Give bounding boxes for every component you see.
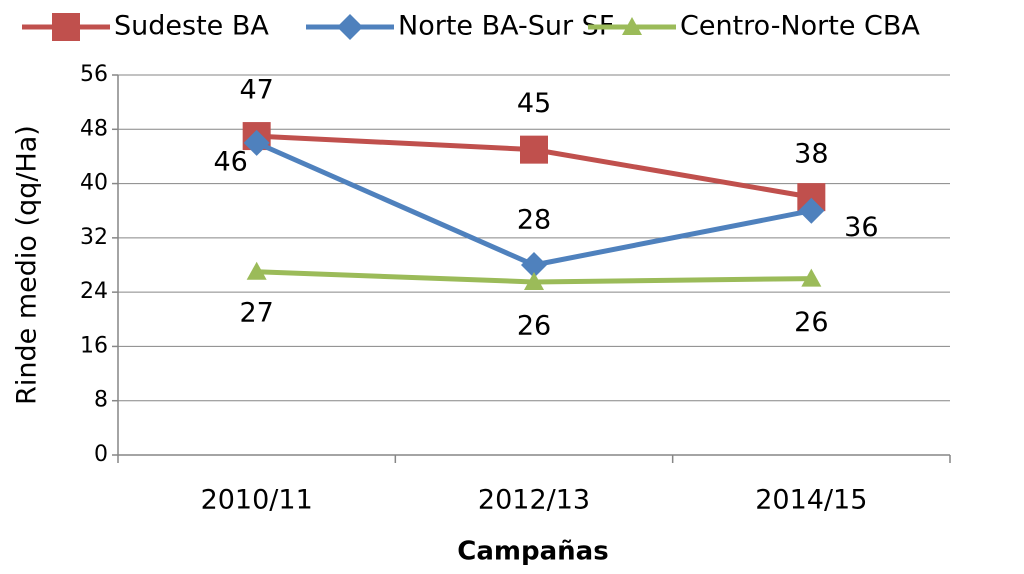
y-tick-label: 16 — [80, 333, 108, 358]
legend-marker — [52, 13, 80, 41]
data-point — [801, 268, 822, 287]
data-point — [798, 197, 825, 224]
data-point — [246, 261, 267, 280]
data-label: 45 — [517, 88, 551, 119]
legend-marker — [622, 17, 642, 35]
y-tick-label: 40 — [80, 171, 108, 196]
x-tick-label: 2012/13 — [478, 485, 590, 516]
data-label: 26 — [517, 310, 551, 341]
y-tick-label: 0 — [94, 442, 108, 467]
data-label: 36 — [844, 212, 878, 243]
legend-label: Sudeste BA — [114, 11, 269, 42]
y-tick-label: 24 — [80, 279, 108, 304]
y-tick-label: 8 — [94, 388, 108, 413]
data-point — [520, 135, 548, 164]
legend-label: Centro-Norte CBA — [680, 11, 920, 42]
data-point — [521, 252, 547, 278]
y-tick-label: 32 — [80, 225, 108, 250]
x-tick-label: 2010/11 — [201, 485, 313, 516]
data-label: 46 — [213, 146, 247, 177]
data-label: 26 — [794, 307, 828, 338]
legend-label: Norte BA-Sur SF — [398, 11, 614, 42]
y-axis-title: Rinde medio (qq/Ha) — [12, 125, 43, 405]
data-point — [524, 271, 544, 290]
data-point — [243, 129, 270, 156]
x-axis-title: Campañas — [457, 537, 608, 567]
data-label: 38 — [794, 139, 828, 170]
x-tick-label: 2014/15 — [755, 485, 867, 516]
data-label: 28 — [517, 205, 551, 236]
y-tick-label: 48 — [80, 116, 108, 141]
y-tick-label: 56 — [80, 62, 108, 87]
data-label: 27 — [239, 297, 273, 328]
data-label: 47 — [239, 75, 273, 106]
legend-marker — [337, 14, 363, 40]
